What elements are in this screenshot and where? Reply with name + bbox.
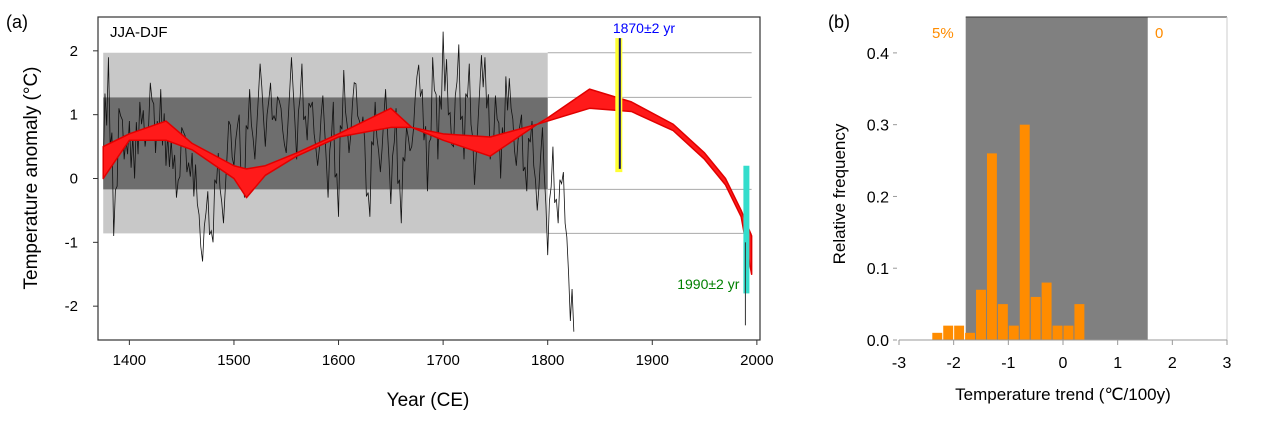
panel-a-label: (a) bbox=[6, 12, 28, 32]
panel-b-ylabel: Relative frequency bbox=[830, 123, 849, 264]
histogram-bar bbox=[943, 325, 954, 340]
smoothed-fit-band bbox=[102, 88, 753, 276]
histogram-bar bbox=[1008, 325, 1019, 340]
panel-b: -3 -2 -1 0 1 2 3 0.0 0.1 0.2 0.3 0.4 (b) Temperatur… bbox=[828, 12, 1232, 404]
histogram-bar bbox=[986, 153, 997, 340]
y-tick-label: -2 bbox=[65, 298, 78, 315]
histogram-bar bbox=[997, 304, 1008, 340]
histogram-bar bbox=[965, 332, 976, 340]
y-tick-label: 0.4 bbox=[867, 46, 889, 63]
histogram-bar bbox=[1019, 124, 1030, 341]
x-tick-label: 1900 bbox=[636, 352, 669, 369]
x-tick-label: 2000 bbox=[740, 352, 773, 369]
y-tick-label: 0 bbox=[70, 171, 78, 188]
y-tick-label: 1 bbox=[70, 107, 78, 124]
x-tick-label: 1600 bbox=[322, 352, 355, 369]
event-1990-label: 1990±2 yr bbox=[677, 276, 740, 292]
x-tick-label: 1500 bbox=[217, 352, 250, 369]
histogram-bar bbox=[1074, 304, 1085, 340]
histogram-bar bbox=[1030, 296, 1041, 340]
histogram-bar bbox=[954, 325, 965, 340]
x-tick-label: 2 bbox=[1168, 355, 1177, 372]
panel-b-label: (b) bbox=[828, 12, 850, 32]
panel-a-title: JJA-DJF bbox=[110, 24, 168, 41]
histogram-bar bbox=[932, 332, 943, 340]
y-tick-label: 0.0 bbox=[867, 333, 889, 350]
y-tick-label: -1 bbox=[65, 234, 78, 251]
x-tick-label: 1700 bbox=[426, 352, 459, 369]
raw-temperature-series bbox=[102, 31, 575, 332]
x-tick-label: 3 bbox=[1223, 355, 1232, 372]
histogram-bar bbox=[1041, 282, 1052, 340]
panel-b-xlabel: Temperature trend (℃/100y) bbox=[955, 385, 1171, 404]
histogram-bar bbox=[1063, 325, 1074, 340]
y-tick-label: 0.2 bbox=[867, 189, 889, 206]
event-1990-bar bbox=[743, 165, 750, 294]
x-tick-label: -2 bbox=[947, 355, 961, 372]
x-tick-label: 0 bbox=[1059, 355, 1068, 372]
histogram-bar bbox=[1052, 325, 1063, 340]
event-1870-label: 1870±2 yr bbox=[613, 20, 676, 36]
annotation-zero: 0 bbox=[1155, 25, 1163, 42]
y-tick-label: 2 bbox=[70, 43, 78, 60]
panel-a-ylabel: Temperature anomaly (°C) bbox=[21, 66, 42, 289]
annotation-5-percent: 5% bbox=[932, 25, 954, 42]
panel-a: 1870±2 yr 1990±2 yr 1400 1500 1600 1700 1800 1… bbox=[6, 12, 774, 411]
y-tick-label: 0.1 bbox=[867, 261, 889, 278]
x-tick-label: -3 bbox=[892, 355, 906, 372]
x-tick-label: -1 bbox=[1001, 355, 1015, 372]
x-tick-label: 1400 bbox=[113, 352, 146, 369]
y-tick-label: 0.3 bbox=[867, 118, 889, 135]
histogram-bar bbox=[976, 289, 986, 340]
x-tick-label: 1800 bbox=[531, 352, 564, 369]
panel-a-xlabel: Year (CE) bbox=[387, 390, 470, 411]
x-tick-label: 1 bbox=[1113, 355, 1122, 372]
